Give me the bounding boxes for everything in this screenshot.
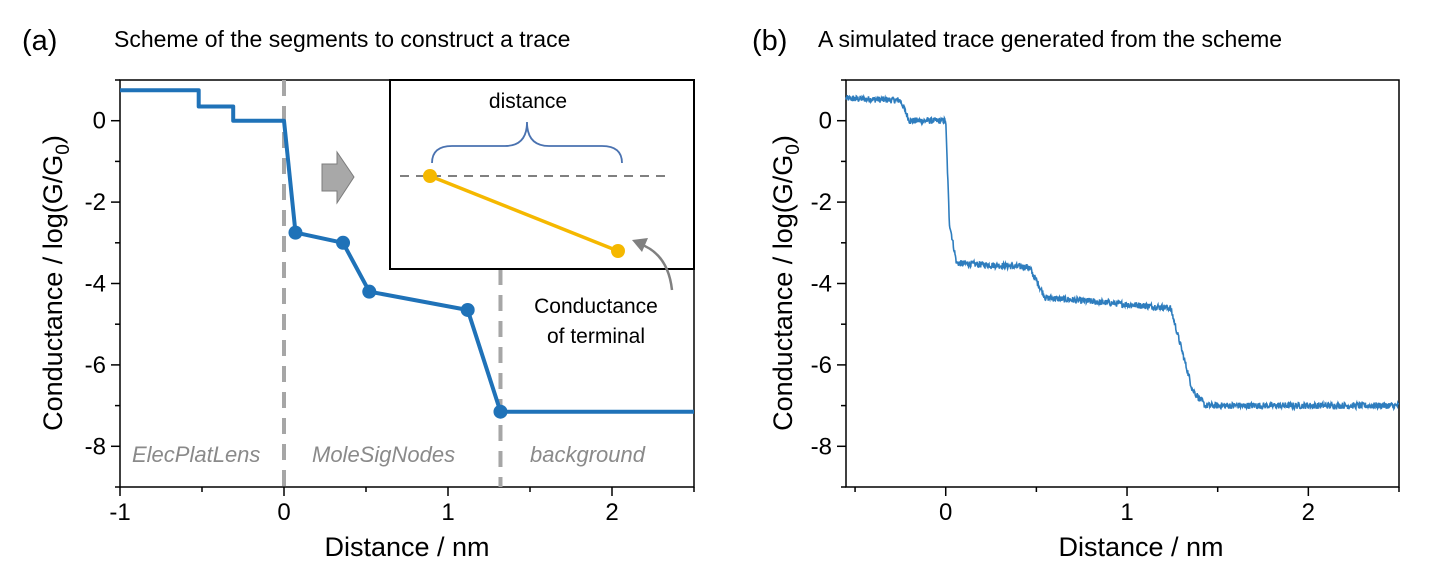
panel-b-ylabel-main: Conductance / log(G/G [768, 155, 798, 431]
panel-b-ticks [837, 79, 1400, 496]
panel-a-y-tick-label: -2 [85, 189, 106, 216]
panel-b-plot-frame [845, 79, 1400, 488]
panel-b-ylabel-end: ) [768, 135, 798, 144]
panel-b-y-tick-label: -8 [811, 433, 832, 460]
grey-arrow-icon [321, 150, 355, 205]
panel-b-trace [845, 93, 1399, 412]
inset-end-point [611, 244, 625, 258]
panel-a-node-marker [460, 302, 475, 317]
panel-b-series-line [845, 93, 1399, 412]
panel-a-letter: (a) [22, 25, 57, 57]
panel-a-x-tick-label: 0 [277, 499, 290, 526]
annotation-line-2: of terminal [547, 325, 645, 348]
panel-a-dividers [282, 80, 503, 487]
panel-a-y-tick-label: -4 [85, 271, 106, 298]
region-label-molesignodes: MoleSigNodes [312, 442, 455, 467]
panel-b-y-tick-label: -4 [811, 271, 832, 298]
panel-a-series-line [120, 88, 694, 414]
panel-a-trace [120, 88, 694, 419]
panel-a-ticks [111, 79, 695, 496]
panel-a-x-tick-label: 2 [605, 499, 618, 526]
curly-brace-icon [431, 121, 623, 164]
region-label-background: background [530, 442, 646, 467]
panel-a-node-marker [288, 225, 303, 240]
region-label-elecplatlens: ElecPlatLens [132, 442, 260, 467]
panel-b-tick-labels: 0 1 2 0 -2 -4 -6 -8 [811, 108, 1315, 526]
panel-a-ylabel-main: Conductance / log(G/G [38, 155, 68, 431]
panel-b-title: A simulated trace generated from the sch… [818, 26, 1282, 52]
panel-b-y-tick-label: -2 [811, 189, 832, 216]
panel-a-y-tick-label: -6 [85, 352, 106, 379]
panel-a-title: Scheme of the segments to construct a tr… [114, 26, 570, 52]
panel-a-tick-labels: -1 0 1 2 0 -2 -4 -6 -8 [85, 108, 619, 526]
inset-distance-label: distance [489, 90, 567, 113]
panel-b-ylabel: Conductance / log(G/G0) [768, 135, 804, 431]
panel-a-xlabel: Distance / nm [324, 532, 489, 562]
inset-frame [389, 79, 695, 270]
panel-b-x-tick-label: 0 [939, 499, 952, 526]
panel-b-ylabel-sub: 0 [783, 144, 804, 155]
inset-diagram: distance [389, 79, 695, 270]
panel-a-node-marker [493, 404, 508, 419]
panel-a-node-marker [362, 284, 377, 299]
annotation-line-1: Conductance [534, 295, 658, 318]
panel-b-x-tick-label: 2 [1302, 499, 1315, 526]
panel-a-x-tick-label: -1 [109, 499, 130, 526]
panel-b-y-tick-label: 0 [819, 108, 832, 135]
panel-b: (b) A simulated trace generated from the… [752, 25, 1400, 562]
panel-b-x-tick-label: 1 [1120, 499, 1133, 526]
panel-a-ylabel: Conductance / log(G/G0) [38, 135, 74, 431]
curved-arrow-head-icon [632, 238, 648, 252]
inset-start-point [423, 169, 437, 183]
panel-a-x-tick-label: 1 [441, 499, 454, 526]
panel-a: (a) Scheme of the segments to construct … [22, 25, 695, 562]
panel-a-y-tick-label: 0 [93, 108, 106, 135]
panel-a-ylabel-sub: 0 [53, 144, 74, 155]
panel-a-y-tick-label: -8 [85, 433, 106, 460]
panel-a-node-marker [336, 235, 351, 250]
panel-b-letter: (b) [752, 25, 787, 57]
panel-a-ylabel-end: ) [38, 135, 68, 144]
panel-b-xlabel: Distance / nm [1058, 532, 1223, 562]
panel-b-y-tick-label: -6 [811, 352, 832, 379]
inset-segment [429, 174, 619, 253]
